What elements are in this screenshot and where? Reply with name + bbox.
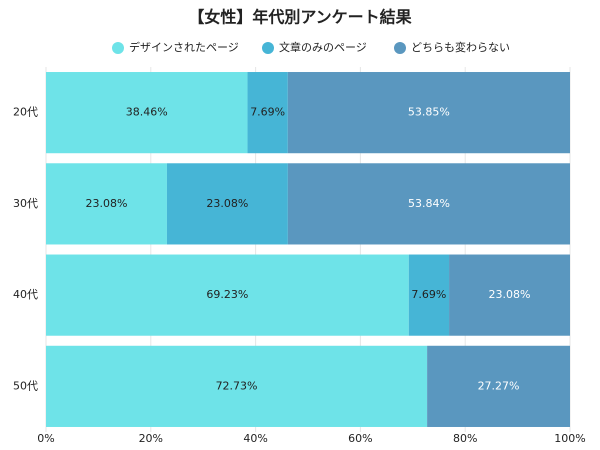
bar-segment <box>46 345 428 427</box>
bar-segment <box>427 345 570 427</box>
value-label: 38.46% <box>126 106 168 119</box>
value-label: 23.08% <box>206 197 248 210</box>
value-label: 72.73% <box>216 379 258 392</box>
legend-label: どちらも変わらない <box>411 40 510 54</box>
value-label: 53.84% <box>408 197 450 210</box>
bar-segment <box>408 254 450 336</box>
value-label: 23.08% <box>489 288 531 301</box>
legend-marker <box>262 42 274 54</box>
value-label: 7.69% <box>250 106 285 119</box>
x-tick-label: 0% <box>37 432 54 445</box>
bar-segment <box>46 254 409 336</box>
bar-segment <box>46 163 167 245</box>
value-label: 27.27% <box>478 379 520 392</box>
bar-segment <box>287 163 570 245</box>
y-tick-label: 20代 <box>13 106 38 119</box>
value-label: 7.69% <box>411 288 446 301</box>
bar-segment <box>287 72 570 154</box>
value-label: 53.85% <box>408 106 450 119</box>
y-tick-label: 50代 <box>13 379 38 392</box>
x-tick-label: 60% <box>348 432 372 445</box>
x-tick-label: 80% <box>453 432 477 445</box>
legend-marker <box>112 42 124 54</box>
legend-label: デザインされたページ <box>129 40 239 54</box>
x-tick-label: 100% <box>554 432 585 445</box>
y-tick-label: 40代 <box>13 288 38 301</box>
x-tick-label: 20% <box>139 432 163 445</box>
x-tick-label: 40% <box>243 432 267 445</box>
bar-segment <box>449 254 570 336</box>
bar-segment <box>46 72 248 154</box>
value-label: 69.23% <box>206 288 248 301</box>
value-label: 23.08% <box>85 197 127 210</box>
y-tick-label: 30代 <box>13 197 38 210</box>
bar-segment <box>247 72 288 154</box>
legend-label: 文章のみのページ <box>279 40 367 54</box>
chart-title: 【女性】年代別アンケート結果 <box>188 8 411 27</box>
legend-marker <box>394 42 406 54</box>
bar-segment <box>166 163 288 245</box>
